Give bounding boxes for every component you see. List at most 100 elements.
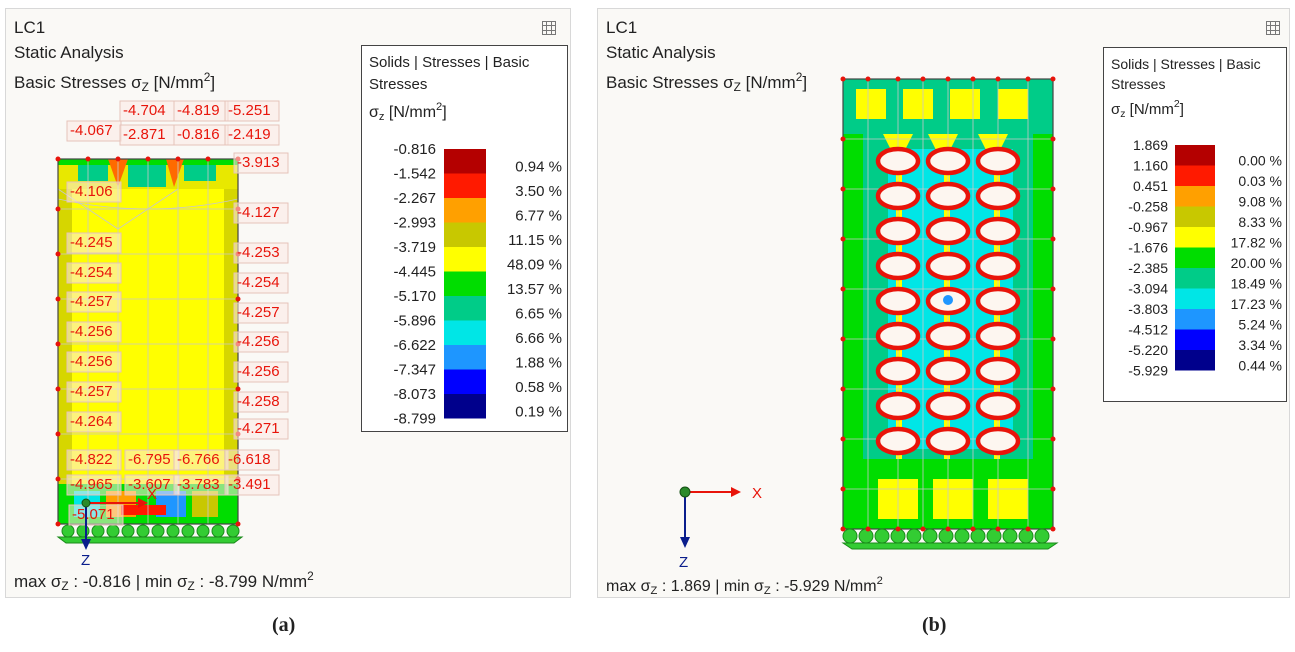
stress-value-label: -4.106 (70, 183, 113, 200)
axis-x-label-b: X (752, 485, 762, 502)
legend-percent-0: 0.94 % (515, 158, 562, 175)
legend-b: Solids | Stresses | Basic Stresses σz [N… (1103, 47, 1287, 402)
value-tag-bg (66, 291, 122, 313)
legend-percent-2: 9.08 % (1238, 193, 1282, 209)
value-labels-a: -4.704 -4.819 -5.251 -4.067 -2.871 -0.816 -2.4… (66, 100, 289, 526)
load-case-b: LC1 (606, 18, 638, 37)
legend-value-10: -8.073 (393, 386, 436, 403)
bottom-peak-a (121, 505, 166, 515)
value-tag-bg (66, 232, 122, 254)
value-tag-bg (66, 449, 122, 471)
stress-value-label: -6.795 (128, 451, 171, 468)
value-tag-bg (233, 418, 289, 440)
legend-value-3: -0.258 (1128, 199, 1168, 215)
legend-color-8 (1175, 309, 1215, 330)
legend-value-3: -2.993 (393, 215, 436, 232)
opening (925, 181, 971, 211)
legend-scale-b: 1.869 1.160 0.451 -0.258 -0.967 -1.676 -2.385 -… (1128, 137, 1282, 379)
stress-value-label: -3.607 (128, 476, 171, 493)
legend-value-9: -7.347 (393, 362, 436, 379)
value-tag-bg (233, 361, 289, 383)
legend-color-10 (444, 394, 486, 419)
opening (925, 356, 971, 386)
bottom-pad-3b (988, 479, 1028, 519)
value-tag-bg (224, 124, 280, 146)
grid-icon[interactable] (542, 21, 556, 35)
legend-value-0: -0.816 (393, 141, 436, 158)
legend-value-5: -1.676 (1128, 240, 1168, 256)
grid-icon[interactable] (1266, 21, 1280, 35)
legend-title-a: Solids | Stresses | Basic Stresses σz [N… (369, 54, 530, 123)
stress-value-label: -4.965 (70, 476, 113, 493)
legend-percent-1: 0.03 % (1238, 173, 1282, 189)
legend-percent-7: 17.23 % (1231, 296, 1282, 312)
stress-view-b[interactable]: LC1 Static Analysis Basic Stresses σZ [N… (597, 8, 1290, 598)
opening (925, 146, 971, 176)
opening (975, 321, 1021, 351)
stress-value-label: -3.491 (228, 476, 271, 493)
legend-color-5 (1175, 247, 1215, 268)
value-tag-bg (224, 100, 280, 122)
opening (975, 356, 1021, 386)
top-wedge-2 (166, 159, 184, 187)
value-tag-bg (66, 474, 122, 496)
value-tag-bg (68, 504, 124, 526)
legend-value-11: -8.799 (393, 411, 436, 428)
axes-a (81, 498, 148, 550)
bottom-pad-2b (933, 479, 973, 519)
top-pad-3b (950, 89, 980, 119)
legend-percent-5: 13.57 % (507, 281, 562, 298)
opening (875, 391, 921, 421)
axis-z-label-a: Z (81, 552, 90, 569)
opening (925, 426, 971, 456)
caption-b: (b) (922, 614, 947, 636)
legend-color-3 (444, 222, 486, 247)
legend-percent-6: 18.49 % (1231, 275, 1282, 291)
top-pad-2b (903, 89, 933, 119)
opening (925, 321, 971, 351)
legend-color-0 (444, 149, 486, 174)
stress-value-label: -4.257 (237, 304, 280, 321)
value-tag-bg (233, 152, 289, 174)
stress-value-label: -4.256 (70, 323, 113, 340)
legend-value-6: -5.170 (393, 288, 436, 305)
footer-b: max σZ : 1.869 | min σZ : -5.929 N/mm2 (606, 575, 883, 597)
value-tag-bg (233, 331, 289, 353)
header-a: LC1 Static Analysis Basic Stresses σZ [N… (14, 15, 215, 100)
legend-percent-0: 0.00 % (1238, 152, 1282, 168)
legend-color-6 (1175, 268, 1215, 289)
supports-a (56, 524, 244, 544)
value-tag-bg (233, 272, 289, 294)
value-tag-bg (233, 302, 289, 324)
legend-color-9 (1175, 329, 1215, 350)
legend-value-11: -5.929 (1128, 363, 1168, 379)
legend-color-4 (444, 247, 486, 272)
opening (925, 391, 971, 421)
model-a: -4.704 -4.819 -5.251 -4.067 -2.871 -0.816 -2.4… (55, 100, 289, 569)
legend-color-4 (1175, 227, 1215, 248)
legend-value-2: 0.451 (1133, 178, 1168, 194)
opening (975, 426, 1021, 456)
model-b: X Z (679, 76, 1059, 571)
opening (875, 286, 921, 316)
load-case-a: LC1 (14, 18, 46, 37)
legend-color-5 (444, 271, 486, 296)
top-pad-1b (856, 89, 886, 119)
opening (975, 251, 1021, 281)
legend-percent-6: 6.65 % (515, 305, 562, 322)
opening (875, 426, 921, 456)
stress-view-a[interactable]: LC1 Static Analysis Basic Stresses σZ [N… (5, 8, 571, 598)
caption-a: (a) (272, 614, 296, 636)
legend-color-7 (444, 320, 486, 345)
legend-value-2: -2.267 (393, 190, 436, 207)
legend-color-10 (1175, 350, 1215, 371)
value-tag-bg (233, 202, 289, 224)
top-pad-4b (998, 89, 1028, 119)
stress-value-label: -4.254 (237, 274, 280, 291)
stress-value-label: -4.254 (70, 264, 113, 281)
stress-value-label: -0.816 (177, 126, 220, 143)
legend-percent-10: 0.44 % (1238, 357, 1282, 373)
stress-value-label: -4.264 (70, 413, 113, 430)
stress-value-label: -4.271 (237, 420, 280, 437)
legend-percent-2: 6.77 % (515, 207, 562, 224)
